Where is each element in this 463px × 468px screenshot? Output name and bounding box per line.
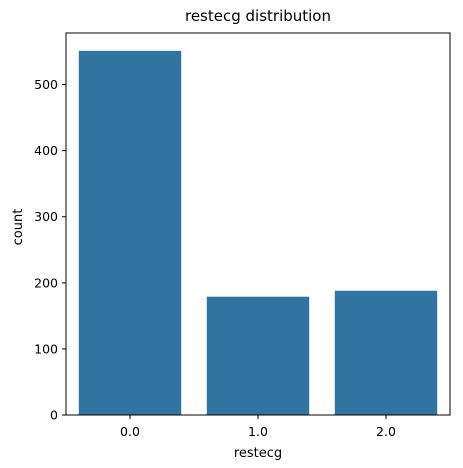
y-axis-label: count <box>11 209 26 246</box>
plot-area-frame <box>65 32 451 416</box>
x-axis-label: restecg <box>234 446 282 461</box>
x-tick-label: 0.0 <box>120 424 140 439</box>
y-tick-label: 100 <box>34 341 58 356</box>
bar-1.0 <box>206 296 310 415</box>
y-tick-label: 0 <box>50 408 58 423</box>
y-tick-label: 400 <box>34 143 58 158</box>
x-tick-label: 1.0 <box>248 424 268 439</box>
bar-0.0 <box>78 50 182 415</box>
bar-2.0 <box>334 290 438 415</box>
y-tick-label: 200 <box>34 275 58 290</box>
y-axis-ticks: 0 100 200 300 400 500 <box>34 77 66 423</box>
y-tick-label: 300 <box>34 209 58 224</box>
x-tick-label: 2.0 <box>376 424 396 439</box>
y-tick-label: 500 <box>34 77 58 92</box>
x-axis-ticks: 0.0 1.0 2.0 <box>120 415 396 439</box>
chart-title: restecg distribution <box>185 7 331 25</box>
bars-group <box>78 50 438 415</box>
